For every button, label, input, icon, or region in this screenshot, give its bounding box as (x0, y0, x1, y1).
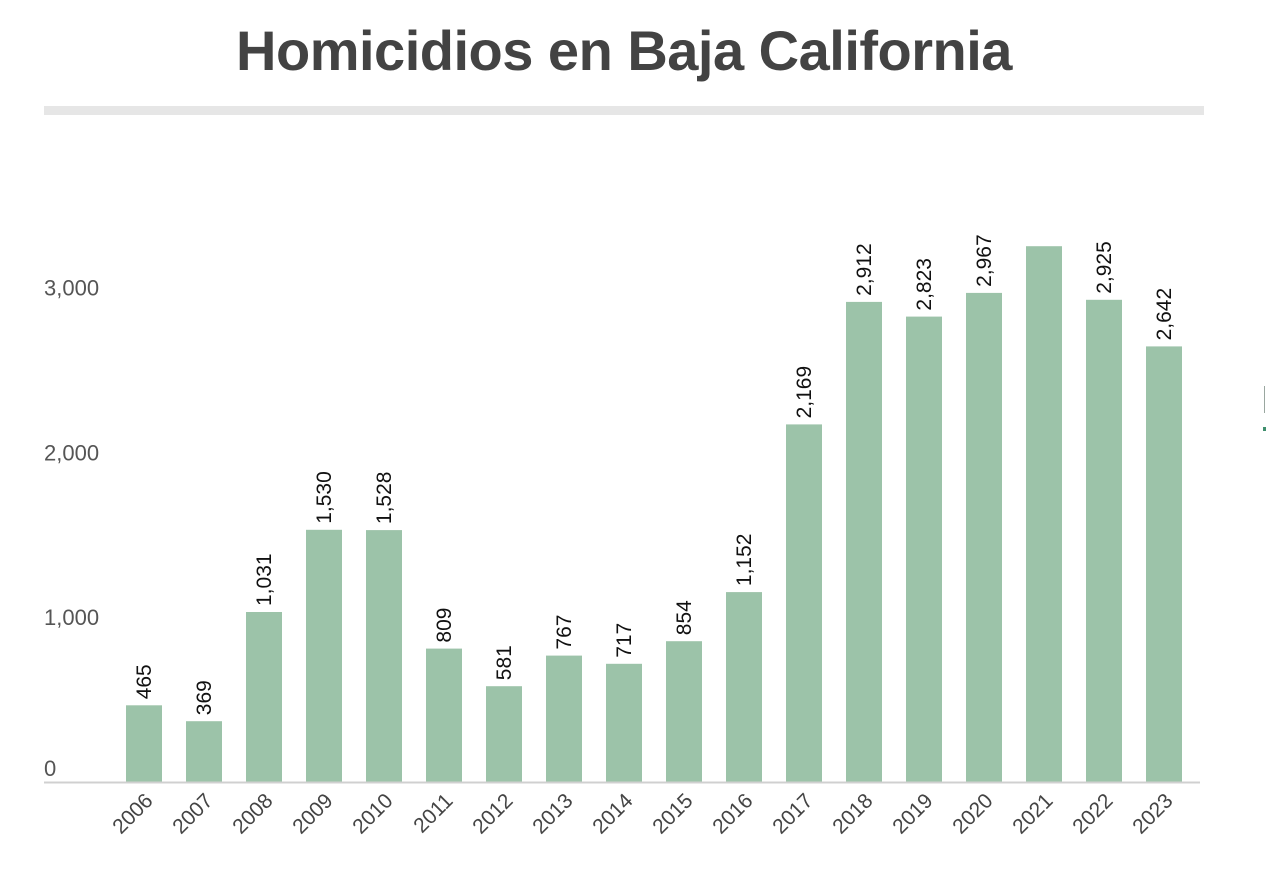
x-tick-label: 2022 (1068, 789, 1117, 838)
data-label: 2,642 (1153, 288, 1176, 341)
bar (366, 530, 402, 782)
y-tick-label: 1,000 (44, 605, 99, 630)
x-tick-label: 2008 (228, 789, 277, 838)
data-label: 581 (493, 645, 516, 680)
x-tick-label: 2012 (468, 789, 517, 838)
x-tick-label: 2013 (528, 789, 577, 838)
bar (486, 686, 522, 782)
data-label: 1,031 (253, 553, 276, 606)
x-tick-label: 2018 (828, 789, 877, 838)
x-tick-label: 2019 (888, 789, 937, 838)
bar (846, 301, 882, 782)
x-axis: 2006 2007 2008 2009 2010 2011 2012 2013 2014 2015… (108, 789, 1177, 839)
y-tick-label: 2,000 (44, 440, 99, 465)
edge-mark-dot (1263, 427, 1266, 431)
data-label: 2,925 (1093, 241, 1116, 294)
data-label: 1,530 (313, 471, 336, 524)
bar (1026, 246, 1062, 782)
bar (546, 655, 582, 782)
x-tick-label: 2021 (1008, 789, 1057, 838)
bar (306, 529, 342, 782)
bar (1146, 346, 1182, 782)
y-tick-label: 0 (44, 756, 56, 781)
title-divider (44, 106, 1204, 115)
bar (606, 663, 642, 782)
data-label: 854 (673, 600, 696, 635)
data-label: 2,912 (853, 243, 876, 296)
bar (906, 316, 942, 782)
y-axis: 0 1,000 2,000 3,000 (44, 275, 99, 781)
x-tick-label: 2009 (288, 789, 337, 838)
x-tick-label: 2010 (348, 789, 397, 838)
x-tick-label: 2023 (1128, 789, 1177, 838)
y-tick-label: 3,000 (44, 275, 99, 300)
x-tick-label: 2020 (948, 789, 997, 838)
data-label: 809 (433, 608, 456, 643)
data-label: 767 (553, 615, 576, 650)
x-tick-label: 2007 (168, 789, 217, 838)
x-tick-label: 2006 (108, 789, 157, 838)
bar (1086, 299, 1122, 782)
data-label: 465 (133, 664, 156, 699)
bar (246, 612, 282, 782)
bar (126, 705, 162, 782)
chart-title: Homicidios en Baja California (236, 19, 1012, 82)
bar (426, 648, 462, 782)
x-tick-label: 2017 (768, 789, 817, 838)
data-label: 1,152 (733, 534, 756, 587)
x-tick-label: 2016 (708, 789, 757, 838)
x-tick-label: 2011 (409, 789, 457, 837)
bar (966, 292, 1002, 782)
bar (786, 424, 822, 782)
value-labels: 465 369 1,031 1,530 1,528 809 581 767 717 854 1,15… (133, 234, 1176, 715)
data-label: 2,169 (793, 366, 816, 419)
edge-marks (1263, 386, 1266, 436)
bar (186, 721, 222, 782)
x-tick-label: 2014 (588, 789, 638, 839)
data-label: 2,967 (973, 234, 996, 287)
bar (666, 641, 702, 782)
edge-mark-line (1264, 386, 1265, 413)
bar (726, 592, 762, 782)
data-label: 369 (193, 680, 216, 715)
data-label: 1,528 (373, 472, 396, 525)
data-label: 2,823 (913, 258, 936, 311)
data-label: 717 (613, 623, 636, 658)
bars (126, 246, 1182, 782)
x-tick-label: 2015 (648, 789, 697, 838)
